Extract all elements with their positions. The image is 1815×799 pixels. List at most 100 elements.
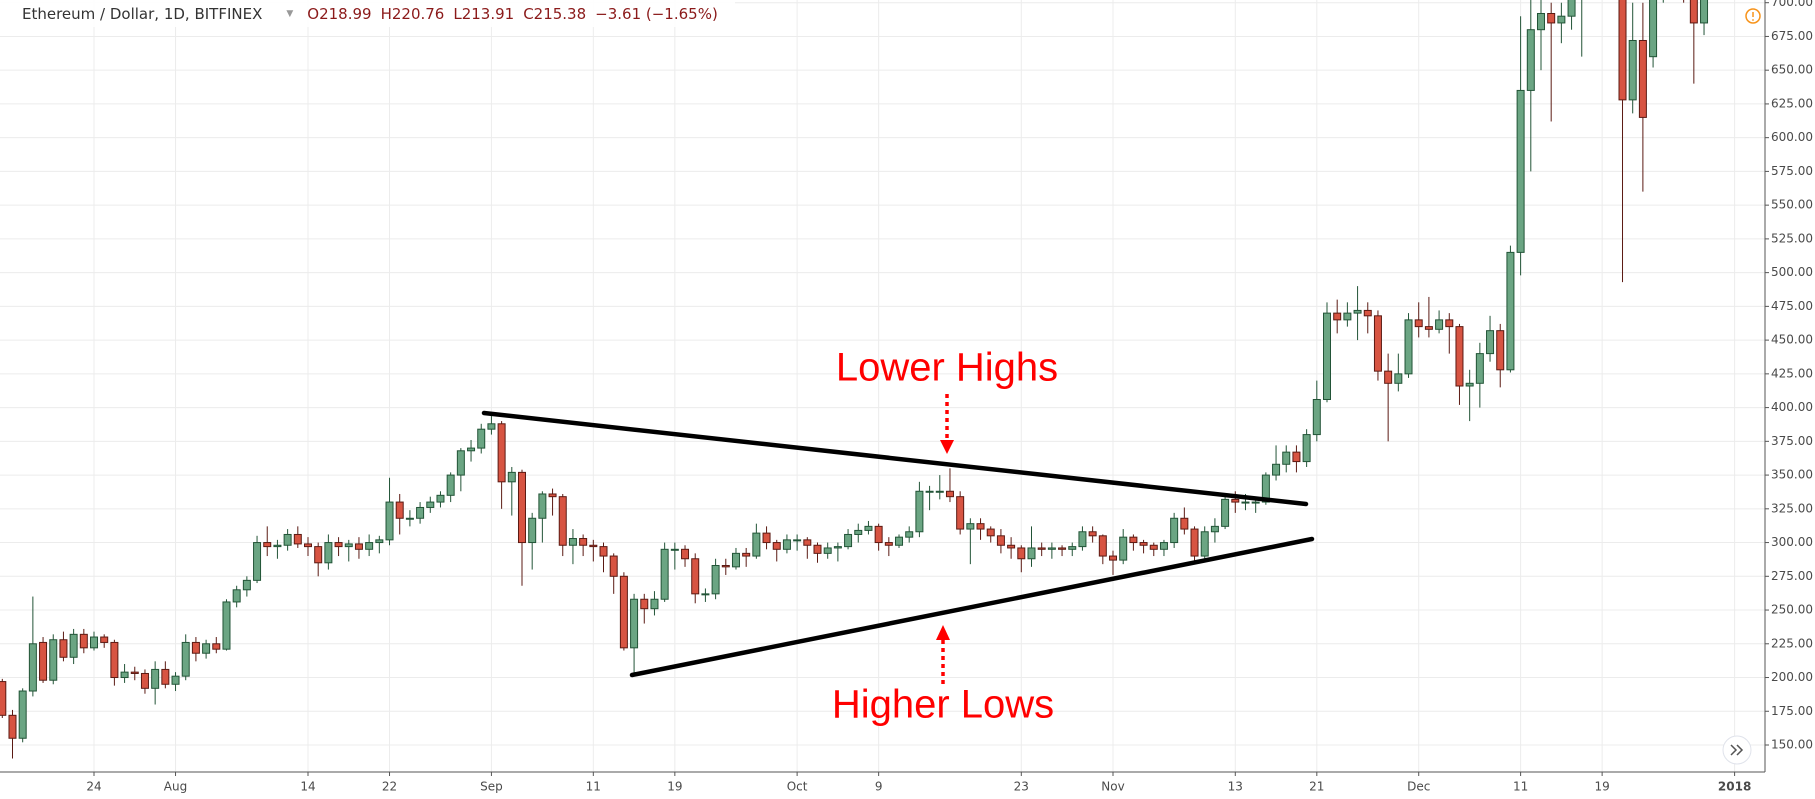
candle-body bbox=[752, 532, 761, 557]
candle-body bbox=[1628, 39, 1637, 101]
candle-body bbox=[528, 517, 537, 544]
grid bbox=[0, 0, 1765, 772]
candle-body bbox=[884, 542, 893, 546]
candle-body bbox=[426, 501, 435, 508]
candle-body bbox=[874, 525, 883, 544]
candle-body bbox=[915, 490, 924, 533]
candle-body bbox=[864, 525, 873, 531]
candle-body bbox=[69, 633, 78, 658]
alert-icon-dot bbox=[1752, 19, 1754, 21]
candle-body bbox=[1618, 0, 1627, 101]
candle-body bbox=[1272, 463, 1281, 476]
candle-body bbox=[854, 529, 863, 535]
candle-body bbox=[558, 496, 567, 546]
candle-body bbox=[222, 601, 231, 650]
dropdown[interactable]: ▼ bbox=[286, 8, 294, 19]
trend-line-lower bbox=[629, 536, 1315, 678]
candle-body bbox=[548, 493, 557, 498]
y-tick-label: 475.00 bbox=[1771, 299, 1813, 313]
y-tick-label: 225.00 bbox=[1771, 636, 1813, 650]
candle-body bbox=[905, 531, 914, 538]
candle-body bbox=[1098, 535, 1107, 557]
annotation: Higher Lows bbox=[832, 683, 1054, 727]
x-tick-label: 11 bbox=[1513, 780, 1528, 794]
candle-body bbox=[395, 501, 404, 519]
ohlc-change: −3.61 (−1.65%) bbox=[595, 4, 718, 23]
candle-body bbox=[1210, 525, 1219, 533]
candle-body bbox=[538, 493, 547, 519]
candle-body bbox=[1282, 451, 1291, 465]
x-tick-label: Dec bbox=[1407, 780, 1430, 794]
candle-body bbox=[609, 555, 618, 577]
candle-body bbox=[772, 542, 781, 550]
x-tick-label: Nov bbox=[1101, 780, 1124, 794]
candle-body bbox=[467, 447, 476, 452]
candle-body bbox=[1312, 398, 1321, 436]
candle-body bbox=[79, 633, 88, 649]
scroll-icon bbox=[1730, 744, 1744, 756]
candle-body bbox=[416, 506, 425, 519]
candle-body bbox=[935, 490, 944, 493]
x-tick-label: 9 bbox=[875, 780, 883, 794]
candle-body bbox=[100, 636, 109, 643]
candle-body bbox=[976, 523, 985, 530]
x-tick-label: 2018 bbox=[1718, 780, 1751, 794]
candle-body bbox=[477, 428, 486, 449]
candle-body bbox=[1180, 517, 1189, 530]
trend-line-upper bbox=[481, 410, 1309, 507]
price-axis-bg bbox=[1765, 0, 1815, 799]
x-tick-label: 14 bbox=[300, 780, 315, 794]
candle-body bbox=[324, 542, 333, 564]
candle-body bbox=[844, 533, 853, 548]
candle-body bbox=[130, 671, 139, 674]
candle-body bbox=[1567, 0, 1576, 17]
candle-body bbox=[568, 538, 577, 546]
y-tick-label: 425.00 bbox=[1771, 366, 1813, 380]
candle-body bbox=[375, 539, 384, 544]
candle-body bbox=[8, 714, 17, 739]
candle-body bbox=[487, 423, 496, 430]
candle-body bbox=[1159, 542, 1168, 550]
candle-body bbox=[1649, 0, 1658, 58]
candles bbox=[0, 0, 1709, 759]
x-tick-label: 21 bbox=[1309, 780, 1324, 794]
candle-body bbox=[273, 544, 282, 548]
candle-body bbox=[242, 579, 251, 591]
candle-body bbox=[1323, 312, 1331, 400]
candle-body bbox=[18, 690, 27, 739]
candle-body bbox=[721, 565, 730, 568]
candle-body bbox=[1333, 312, 1342, 321]
candle-body bbox=[895, 536, 904, 546]
candle-body bbox=[517, 471, 526, 544]
candle-body bbox=[1068, 546, 1077, 550]
candle-body bbox=[1353, 309, 1362, 314]
candle-body bbox=[1231, 498, 1240, 503]
candle-body bbox=[640, 598, 649, 610]
candle-body bbox=[140, 672, 149, 689]
candle-body bbox=[1027, 547, 1036, 560]
candle-body bbox=[1394, 373, 1403, 384]
time-axis-bg bbox=[0, 772, 1815, 799]
candle-body bbox=[1414, 319, 1423, 328]
candle-body bbox=[507, 471, 516, 483]
candle-body bbox=[1170, 517, 1179, 544]
y-tick-label: 550.00 bbox=[1771, 198, 1813, 212]
candle-body bbox=[813, 544, 822, 554]
candle-body bbox=[253, 542, 262, 581]
candle-body bbox=[1465, 382, 1474, 387]
x-tick-label: Oct bbox=[787, 780, 808, 794]
candle-body bbox=[1088, 531, 1097, 537]
candle-body bbox=[701, 593, 710, 596]
ohlc-value: L213.91 bbox=[453, 4, 515, 23]
y-tick-label: 650.00 bbox=[1771, 63, 1813, 77]
candle-body bbox=[49, 639, 58, 681]
y-tick-label: 275.00 bbox=[1771, 569, 1813, 583]
alert-icon[interactable] bbox=[1745, 8, 1761, 24]
candle-body bbox=[996, 535, 1005, 546]
candle-body bbox=[793, 539, 802, 542]
candle-body bbox=[1251, 501, 1260, 504]
y-tick-label: 700.00 bbox=[1771, 0, 1813, 9]
candle-body bbox=[1638, 39, 1647, 118]
annotation: Lower Highs bbox=[836, 346, 1058, 390]
candle-body bbox=[344, 543, 353, 548]
